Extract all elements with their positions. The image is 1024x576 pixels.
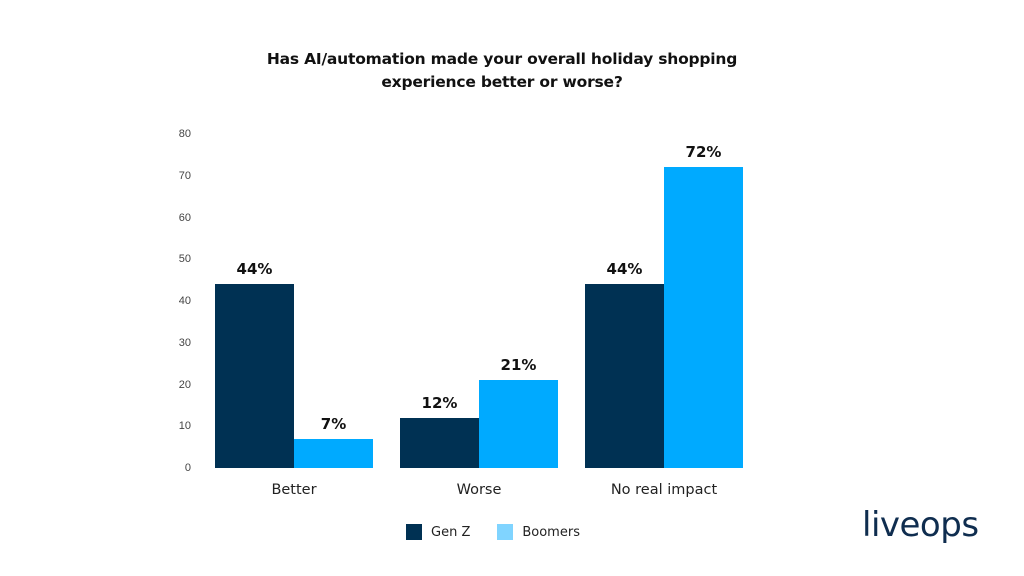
- bar-no-real-impact-gen-z: [585, 284, 664, 468]
- liveops-logo: liveops: [862, 505, 979, 545]
- y-tick-label: 0: [184, 462, 191, 474]
- bar-worse-boomers: [479, 380, 558, 468]
- legend-swatch-boomers: [497, 524, 514, 540]
- y-tick-label: 20: [178, 378, 191, 391]
- x-category-label: No real impact: [610, 482, 718, 498]
- chart-title-line-1: Has AI/automation made your overall holi…: [266, 50, 738, 68]
- x-category-label: Better: [271, 482, 317, 498]
- y-tick-label: 10: [178, 420, 191, 433]
- bar-better-boomers: [294, 438, 373, 468]
- legend-label-gen-z: Gen Z: [431, 524, 471, 540]
- legend-item-gen-z: Gen Z: [406, 524, 470, 540]
- y-tick-label: 70: [178, 169, 191, 182]
- y-tick-label: 80: [178, 128, 191, 140]
- y-tick-label: 30: [178, 336, 191, 349]
- bar-value-label: 44%: [606, 260, 643, 279]
- y-tick-label: 60: [178, 211, 191, 224]
- legend: Gen Z Boomers: [406, 524, 607, 540]
- y-tick-label: 40: [178, 295, 191, 307]
- legend-label-boomers: Boomers: [522, 524, 580, 540]
- legend-item-boomers: Boomers: [497, 524, 580, 540]
- bar-value-label: 72%: [685, 143, 722, 162]
- bar-value-label: 7%: [320, 414, 347, 433]
- bar-value-label: 21%: [500, 356, 537, 375]
- bar-no-real-impact-boomers: [664, 167, 743, 468]
- bar-worse-gen-z: [400, 417, 479, 468]
- bar-value-label: 44%: [236, 260, 273, 279]
- chart-title-line-2: experience better or worse?: [381, 73, 623, 91]
- y-tick-label: 50: [178, 253, 191, 266]
- bar-better-gen-z: [215, 284, 294, 468]
- legend-swatch-gen-z: [406, 524, 422, 540]
- bar-value-label: 12%: [421, 393, 458, 412]
- x-category-label: Worse: [456, 482, 502, 498]
- chart-title: Has AI/automation made your overall holi…: [212, 48, 792, 94]
